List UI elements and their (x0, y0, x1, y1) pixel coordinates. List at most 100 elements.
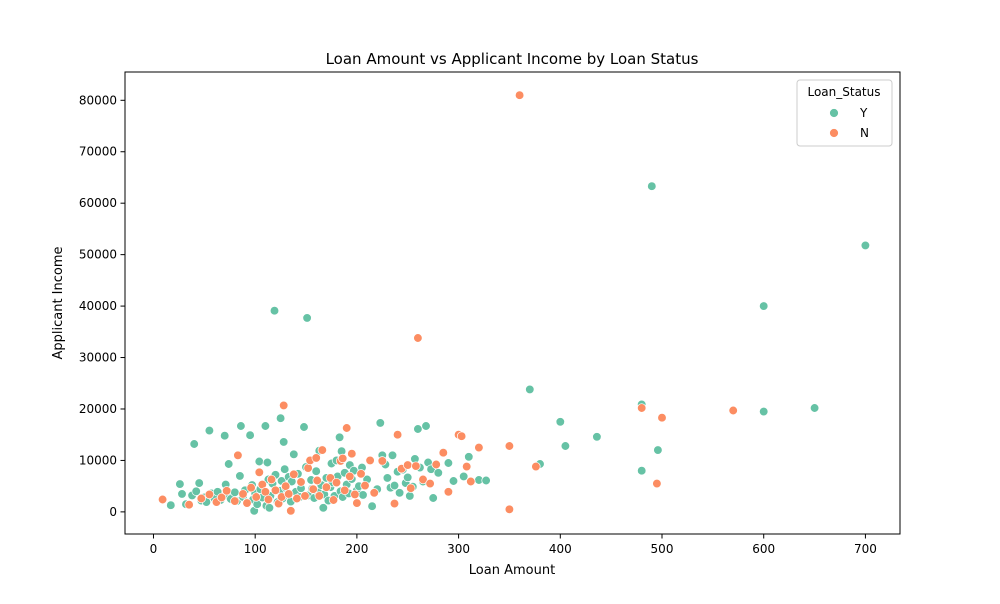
legend: Loan_Status Y N (796, 79, 893, 147)
data-point-n (342, 423, 352, 433)
data-point-y (481, 475, 491, 486)
y-tick-label: 20000 (79, 402, 117, 416)
data-point-y (166, 500, 176, 510)
data-point-y (759, 301, 769, 311)
y-tick-label: 50000 (79, 248, 117, 262)
data-point-n (728, 405, 738, 416)
data-point-y (421, 421, 431, 431)
x-tick-label: 200 (345, 542, 368, 556)
data-point-y (175, 479, 185, 489)
data-point-y (647, 181, 657, 191)
data-point-y (367, 501, 377, 511)
data-point-y (525, 384, 535, 395)
data-point-n (281, 481, 291, 491)
plot-frame (124, 71, 901, 535)
data-point-n (230, 496, 240, 506)
data-point-n (308, 484, 318, 494)
data-point-y (224, 459, 234, 469)
data-point-n (657, 413, 667, 423)
series-y (166, 181, 871, 516)
data-point-y (428, 493, 438, 503)
x-tick-label: 400 (549, 542, 572, 556)
data-point-n (504, 441, 515, 451)
data-point-n (350, 489, 360, 500)
data-point-n (292, 493, 302, 504)
data-point-n (242, 498, 252, 508)
x-tick-label: 600 (752, 542, 775, 556)
data-point-y (289, 449, 299, 459)
data-point-n (184, 500, 194, 510)
data-point-n (443, 487, 454, 497)
x-tick-label: 700 (854, 542, 877, 556)
data-point-n (303, 463, 313, 473)
data-point-y (334, 432, 345, 442)
data-point-y (560, 441, 571, 451)
data-point-n (338, 453, 348, 464)
data-point-n (652, 478, 662, 489)
data-point-n (222, 486, 232, 496)
data-point-n (369, 488, 379, 498)
data-point-n (328, 495, 339, 505)
legend-marker-n (829, 128, 839, 138)
data-point-n (389, 498, 400, 509)
data-point-n (279, 400, 289, 411)
x-axis-ticks: 0 100 200 300 400 500 600 700 (150, 534, 877, 556)
data-point-y (318, 503, 328, 513)
data-point-n (425, 478, 435, 489)
data-point-n (345, 471, 355, 482)
data-point-y (375, 418, 385, 428)
data-point-y (653, 445, 663, 455)
data-point-n (263, 494, 274, 505)
data-point-y (299, 422, 309, 432)
data-point-n (413, 333, 423, 343)
data-point-n (377, 456, 387, 466)
data-point-y (262, 457, 273, 468)
data-point-n (204, 489, 215, 500)
data-point-y (280, 464, 290, 474)
data-point-y (189, 439, 199, 449)
data-point-n (216, 492, 227, 503)
data-point-n (504, 504, 515, 514)
y-axis-ticks: 0 10000 20000 30000 40000 50000 60000 70000 8000… (79, 93, 125, 519)
data-point-n (418, 474, 428, 485)
data-point-n (284, 489, 294, 499)
data-point-n (474, 442, 484, 453)
legend-label-y: Y (859, 106, 868, 120)
data-point-y (443, 458, 454, 468)
data-point-n (411, 461, 421, 471)
data-point-y (204, 425, 215, 436)
data-point-y (191, 486, 201, 496)
x-tick-label: 300 (447, 542, 470, 556)
data-point-n (356, 469, 366, 479)
data-point-n (352, 498, 362, 508)
y-axis-label: Applicant Income (51, 246, 66, 359)
data-point-y (382, 473, 393, 483)
data-point-n (300, 491, 310, 501)
data-point-n (438, 448, 448, 458)
data-point-n (157, 494, 168, 505)
data-point-y (235, 471, 245, 481)
data-point-y (230, 487, 240, 497)
data-point-n (462, 461, 472, 472)
data-point-y (759, 406, 769, 417)
data-point-y (405, 491, 415, 501)
data-point-n (403, 460, 413, 470)
data-point-y (302, 313, 312, 323)
x-axis-label: Loan Amount (469, 563, 555, 578)
y-tick-label: 10000 (79, 453, 117, 467)
data-point-n (312, 475, 322, 486)
data-point-y (311, 466, 321, 476)
x-tick-label: 500 (651, 542, 674, 556)
series-n (157, 90, 738, 516)
data-point-n (311, 453, 321, 463)
data-point-n (286, 506, 296, 516)
data-point-y (592, 432, 602, 442)
data-point-y (413, 424, 423, 434)
legend-title: Loan_Status (807, 85, 880, 99)
data-point-n (347, 449, 357, 459)
data-point-y (269, 306, 280, 316)
data-point-n (296, 477, 306, 487)
data-point-n (331, 477, 342, 488)
